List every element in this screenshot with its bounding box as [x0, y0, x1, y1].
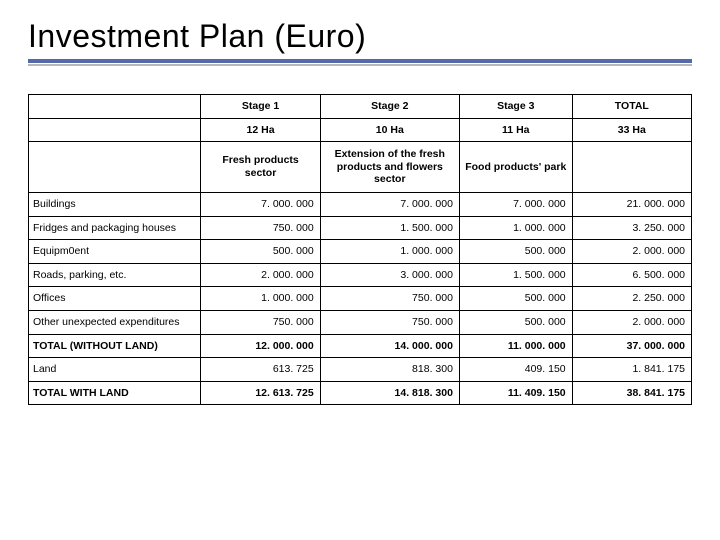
header-desc-3: Food products' park	[459, 142, 572, 193]
row-label: Offices	[29, 287, 201, 311]
header-stage1: Stage 1	[201, 95, 320, 119]
cell-value: 12. 000. 000	[201, 334, 320, 358]
cell-value: 7. 000. 000	[459, 192, 572, 216]
row-label: Land	[29, 358, 201, 382]
title-underline	[28, 59, 692, 66]
cell-value: 500. 000	[459, 287, 572, 311]
cell-value: 750. 000	[201, 310, 320, 334]
cell-value: 11. 000. 000	[459, 334, 572, 358]
table-row: TOTAL (WITHOUT LAND)12. 000. 00014. 000.…	[29, 334, 692, 358]
cell-value: 14. 818. 300	[320, 381, 459, 405]
table-row: Other unexpected expenditures750. 000750…	[29, 310, 692, 334]
cell-value: 2. 000. 000	[572, 240, 691, 264]
cell-value: 21. 000. 000	[572, 192, 691, 216]
table-row: Roads, parking, etc.2. 000. 0003. 000. 0…	[29, 263, 692, 287]
cell-value: 12. 613. 725	[201, 381, 320, 405]
cell-value: 1. 500. 000	[320, 216, 459, 240]
row-label: Buildings	[29, 192, 201, 216]
table-row: Fridges and packaging houses750. 0001. 5…	[29, 216, 692, 240]
cell-value: 1. 500. 000	[459, 263, 572, 287]
table-row: Equipm0ent500. 0001. 000. 000500. 0002. …	[29, 240, 692, 264]
row-label: TOTAL WITH LAND	[29, 381, 201, 405]
header-blank-2	[29, 118, 201, 142]
table-row: Offices1. 000. 000750. 000500. 0002. 250…	[29, 287, 692, 311]
cell-value: 500. 000	[459, 310, 572, 334]
header-blank-3	[29, 142, 201, 193]
table-body: Buildings7. 000. 0007. 000. 0007. 000. 0…	[29, 192, 692, 404]
table-row: Buildings7. 000. 0007. 000. 0007. 000. 0…	[29, 192, 692, 216]
table-row: Land613. 725818. 300409. 1501. 841. 175	[29, 358, 692, 382]
investment-table: Stage 1 Stage 2 Stage 3 TOTAL 12 Ha 10 H…	[28, 94, 692, 405]
cell-value: 2. 000. 000	[572, 310, 691, 334]
row-label: Fridges and packaging houses	[29, 216, 201, 240]
cell-value: 750. 000	[320, 287, 459, 311]
cell-value: 2. 000. 000	[201, 263, 320, 287]
header-desc-2: Extension of the fresh products and flow…	[320, 142, 459, 193]
header-blank-1	[29, 95, 201, 119]
header-ha-4: 33 Ha	[572, 118, 691, 142]
cell-value: 38. 841. 175	[572, 381, 691, 405]
cell-value: 500. 000	[459, 240, 572, 264]
header-stage3: Stage 3	[459, 95, 572, 119]
row-label: Other unexpected expenditures	[29, 310, 201, 334]
cell-value: 1. 000. 000	[459, 216, 572, 240]
cell-value: 1. 841. 175	[572, 358, 691, 382]
header-ha-1: 12 Ha	[201, 118, 320, 142]
cell-value: 6. 500. 000	[572, 263, 691, 287]
cell-value: 3. 000. 000	[320, 263, 459, 287]
header-total: TOTAL	[572, 95, 691, 119]
cell-value: 818. 300	[320, 358, 459, 382]
cell-value: 1. 000. 000	[201, 287, 320, 311]
cell-value: 750. 000	[320, 310, 459, 334]
header-stage2: Stage 2	[320, 95, 459, 119]
row-label: Roads, parking, etc.	[29, 263, 201, 287]
table-row: TOTAL WITH LAND12. 613. 72514. 818. 3001…	[29, 381, 692, 405]
header-desc-4	[572, 142, 691, 193]
row-label: TOTAL (WITHOUT LAND)	[29, 334, 201, 358]
page-title: Investment Plan (Euro)	[28, 18, 692, 55]
cell-value: 7. 000. 000	[201, 192, 320, 216]
cell-value: 7. 000. 000	[320, 192, 459, 216]
cell-value: 3. 250. 000	[572, 216, 691, 240]
cell-value: 37. 000. 000	[572, 334, 691, 358]
cell-value: 2. 250. 000	[572, 287, 691, 311]
cell-value: 500. 000	[201, 240, 320, 264]
row-label: Equipm0ent	[29, 240, 201, 264]
cell-value: 613. 725	[201, 358, 320, 382]
cell-value: 750. 000	[201, 216, 320, 240]
cell-value: 1. 000. 000	[320, 240, 459, 264]
cell-value: 409. 150	[459, 358, 572, 382]
header-ha-2: 10 Ha	[320, 118, 459, 142]
header-ha-3: 11 Ha	[459, 118, 572, 142]
slide-container: Investment Plan (Euro) Stage 1 Stage 2 S…	[0, 0, 720, 405]
header-desc-1: Fresh products sector	[201, 142, 320, 193]
cell-value: 14. 000. 000	[320, 334, 459, 358]
cell-value: 11. 409. 150	[459, 381, 572, 405]
